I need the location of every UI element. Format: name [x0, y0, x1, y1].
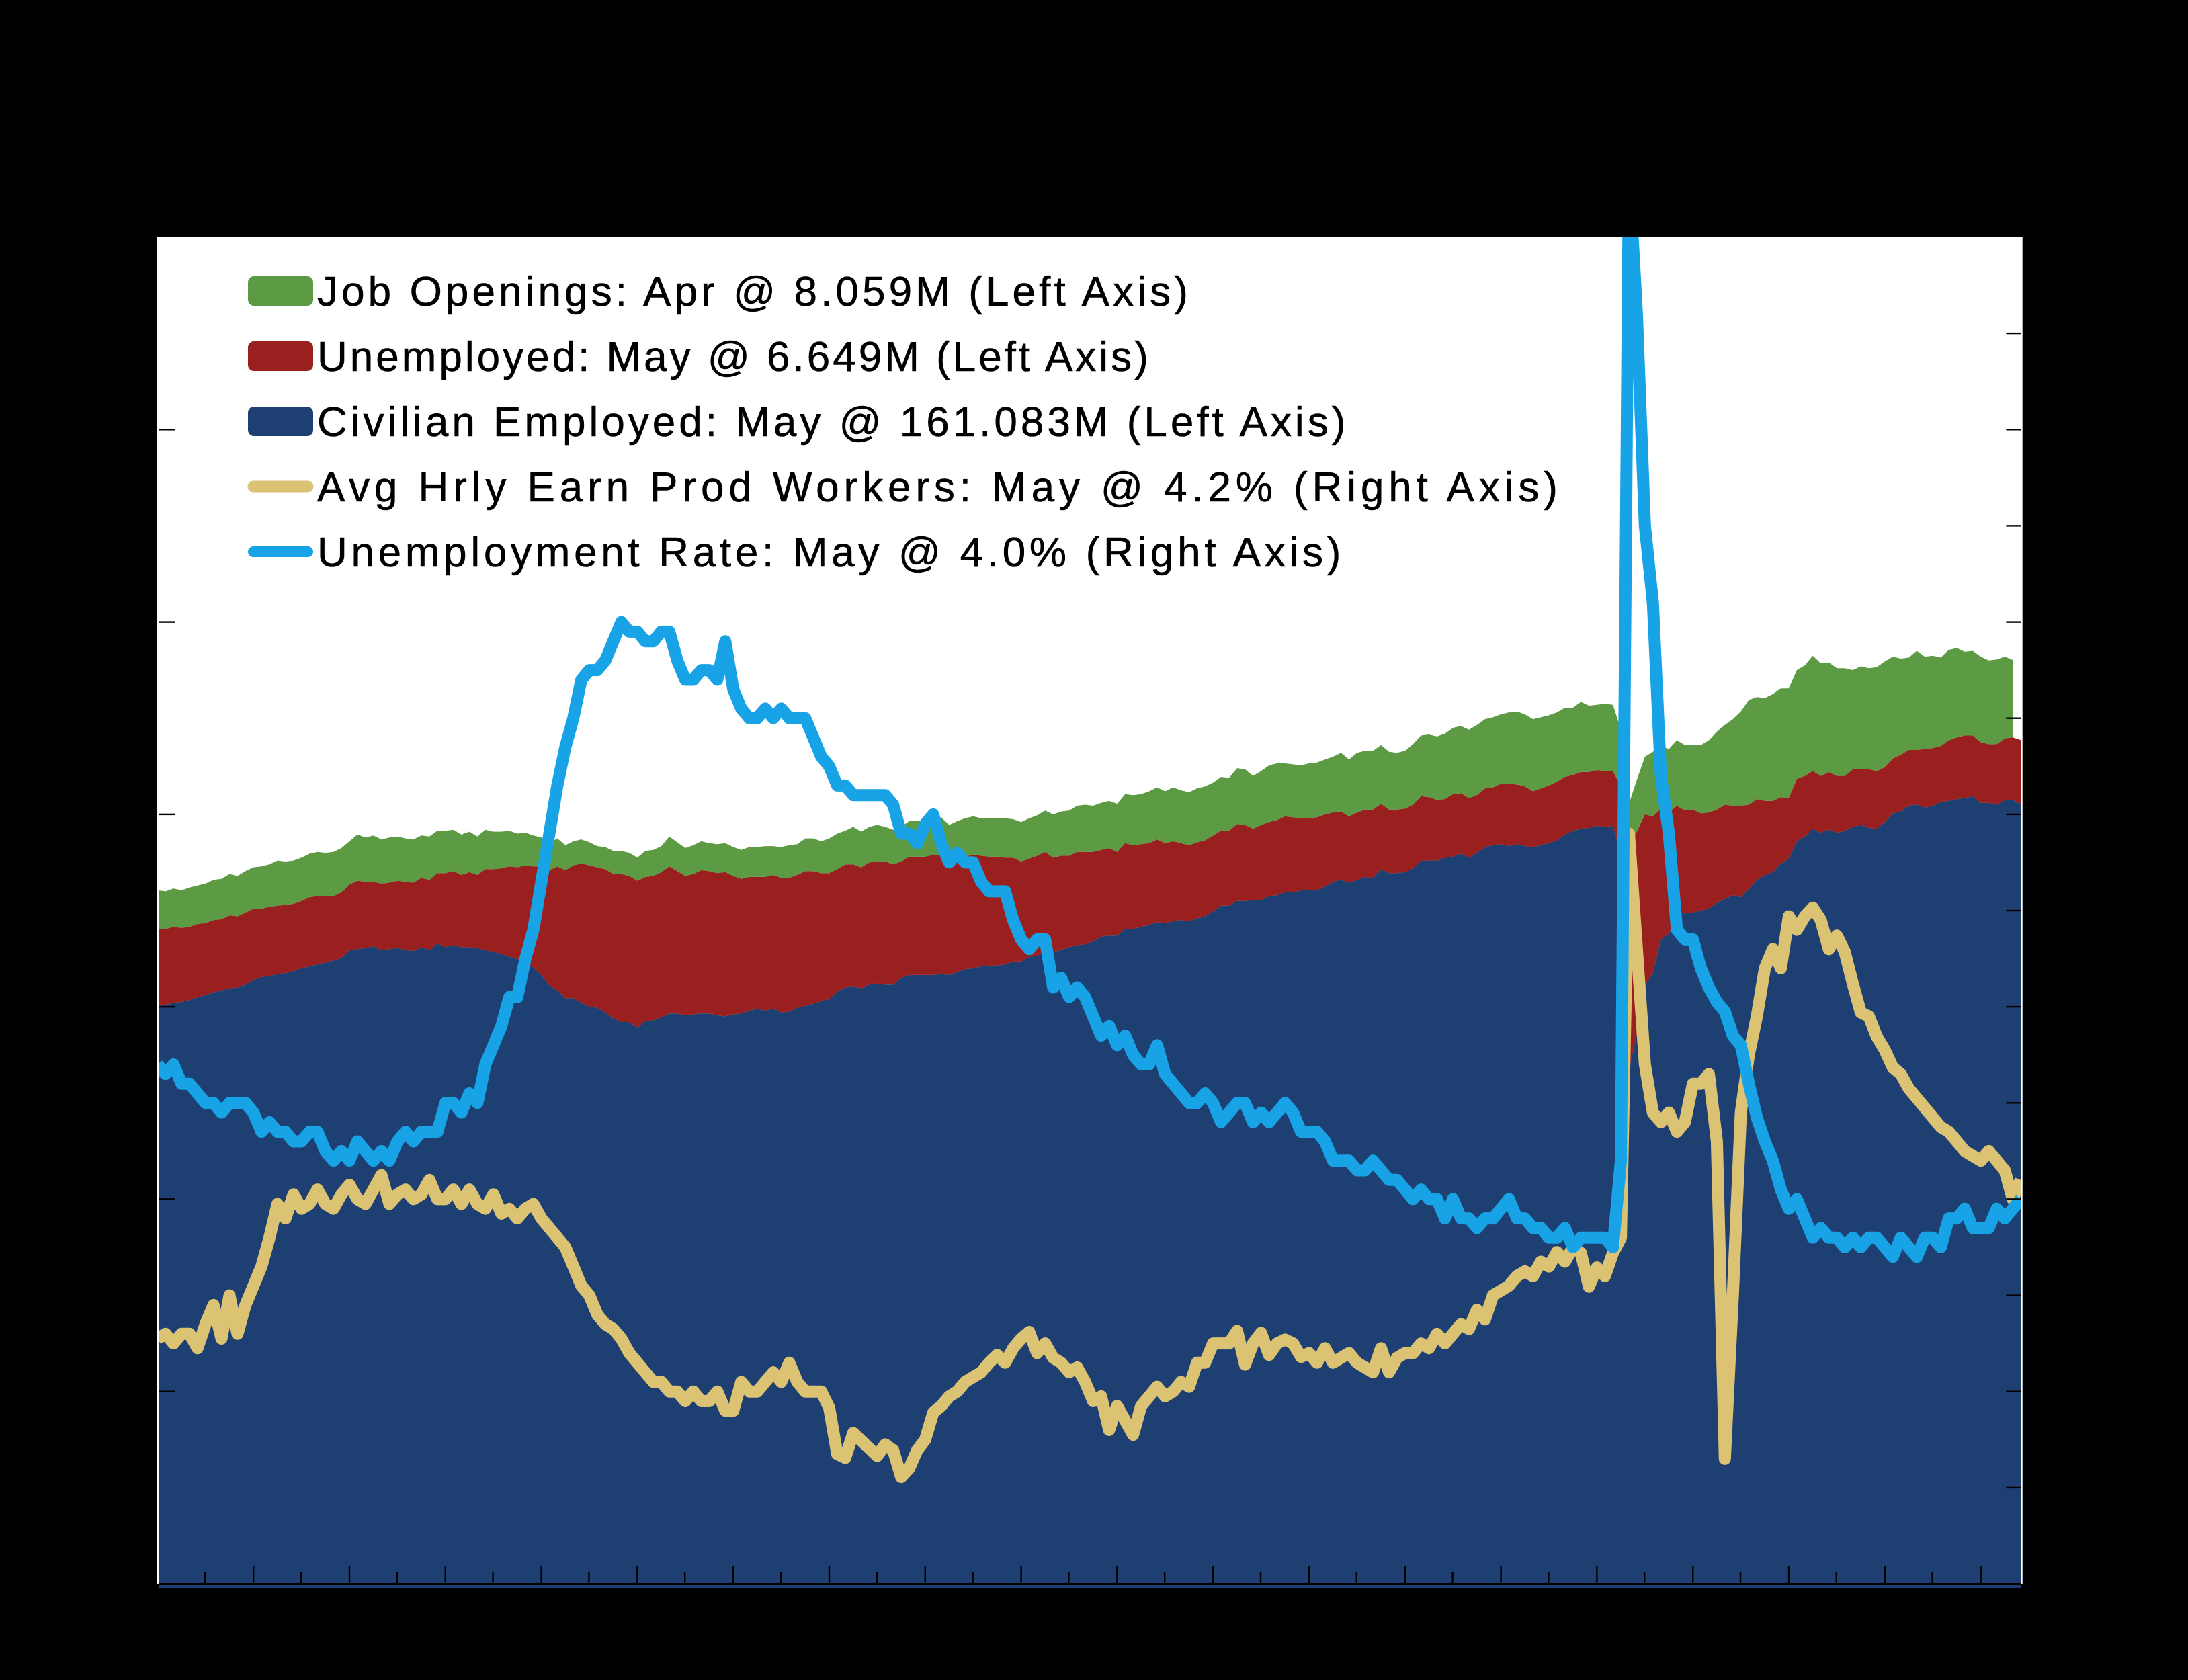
svg-text:Job Openings: Apr @ 8.059M (Le: Job Openings: Apr @ 8.059M (Left Axis)	[317, 269, 1191, 315]
svg-text:Unemployment Rate: May @ 4.0%: Unemployment Rate: May @ 4.0% (Right Axi…	[317, 530, 1345, 576]
svg-text:Avg Hrly Earn Prod Workers: Ma: Avg Hrly Earn Prod Workers: May @ 4.2% (…	[317, 464, 1562, 511]
svg-text:Civilian Employed: May @ 161.0: Civilian Employed: May @ 161.083M (Left …	[317, 399, 1349, 446]
svg-text:Unemployed: May @ 6.649M (Left: Unemployed: May @ 6.649M (Left Axis)	[317, 334, 1151, 380]
